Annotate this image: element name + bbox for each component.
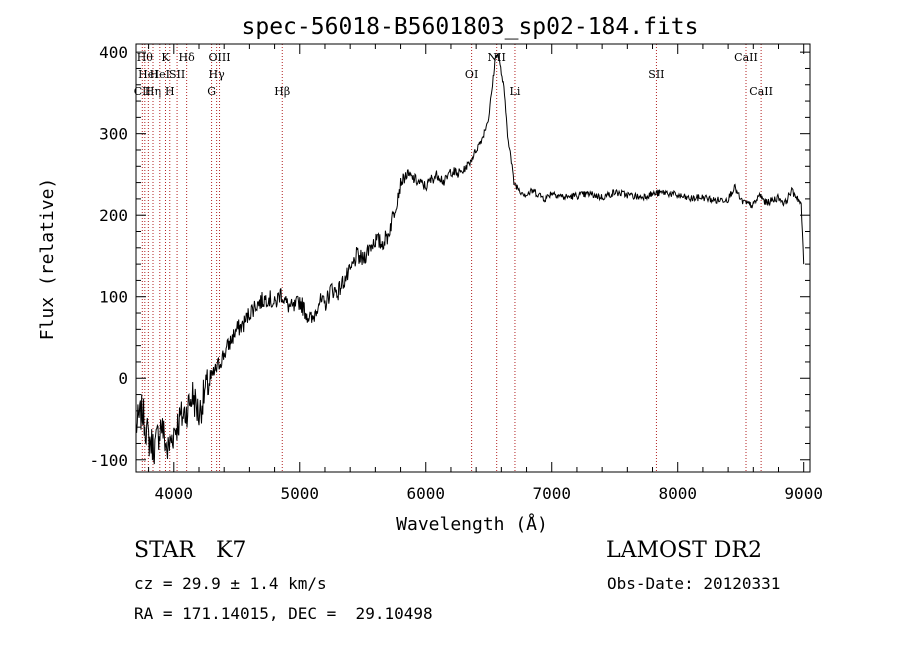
spectral-line-label: Hβ (274, 85, 290, 98)
spectrum-line (135, 53, 805, 465)
spectral-line-label: SII (648, 68, 664, 81)
y-tick-label: 400 (99, 43, 128, 62)
spectrum-series (135, 53, 805, 465)
spectral-line-label: Hη (145, 85, 161, 98)
spectral-line-label: H (165, 85, 175, 98)
spectral-line-label: Hδ (179, 51, 196, 64)
x-tick-label: 9000 (784, 484, 823, 503)
spectral-line-label: HeI (150, 68, 170, 81)
y-tick-label: -100 (89, 451, 128, 470)
x-tick-label: 7000 (532, 484, 571, 503)
x-tick-label: 5000 (281, 484, 320, 503)
ra-dec-coordinates: RA = 171.14015, DEC = 29.10498 (134, 604, 433, 623)
y-tick-label: 100 (99, 288, 128, 307)
survey-name: LAMOST DR2 (606, 538, 762, 563)
y-axis-label: Flux (relative) (37, 178, 58, 341)
y-tick-label: 300 (99, 125, 128, 144)
y-tick-label: 0 (118, 369, 128, 388)
x-tick-label: 8000 (658, 484, 697, 503)
redshift-velocity: cz = 29.9 ± 1.4 km/s (134, 574, 327, 593)
spectral-line-label: G (207, 85, 216, 98)
observation-date: Obs-Date: 20120331 (607, 574, 781, 593)
spectral-line-label: SII (169, 68, 185, 81)
chart-title: spec-56018-B5601803_sp02-184.fits (242, 14, 699, 40)
object-class: STAR K7 (134, 538, 247, 563)
spectral-line-label: CII (134, 85, 151, 98)
spectral-line-label: OI (465, 68, 478, 81)
spectral-line-label: K (161, 51, 170, 64)
spectral-line-label: Hγ (209, 68, 226, 81)
x-axis-label: Wavelength (Å) (396, 513, 548, 535)
spectral-line-label: OIII (208, 51, 230, 64)
axis-ticks: 4000 5000 6000 7000 8000 9000 -100 0 100 200 300 40… (89, 43, 822, 503)
plot-frame (135, 43, 811, 473)
y-tick-label: 200 (99, 206, 128, 225)
plot-axes (135, 43, 811, 473)
spectral-line-label: Li (510, 85, 521, 98)
x-tick-label: 6000 (406, 484, 445, 503)
x-tick-label: 4000 (155, 484, 194, 503)
spectral-line-markers: CIIHθHeIHηHeIKHSIIHδGHγOIIIHβOINIILiSIIC… (134, 44, 773, 472)
spectral-line-label: Hθ (137, 51, 154, 64)
spectral-line-label: CaII (749, 85, 773, 98)
spectral-line-label: CaII (734, 51, 758, 64)
